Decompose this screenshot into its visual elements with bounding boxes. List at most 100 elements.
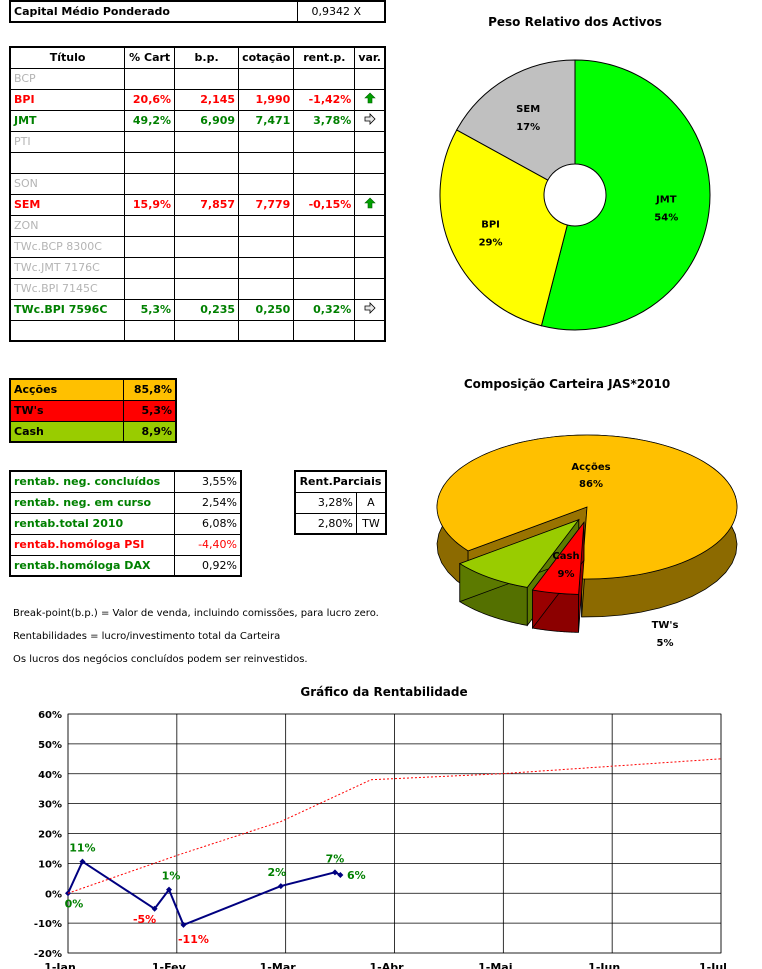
asset-rent bbox=[293, 256, 356, 279]
composition-pie-chart: Composição Carteira JAS*2010 Acções 86% Cas… bbox=[436, 377, 738, 649]
asset-cot: 7,471 bbox=[238, 109, 295, 132]
table-row: SON bbox=[9, 172, 386, 195]
asset-bp bbox=[174, 130, 240, 153]
asset-var bbox=[354, 319, 386, 342]
asset-name: TWc.BCP 8300C bbox=[9, 235, 126, 258]
donut-slice-percent: 17% bbox=[516, 122, 540, 133]
asset-name: SON bbox=[9, 172, 126, 195]
donut-slice-jmt bbox=[540, 59, 711, 331]
asset-bp bbox=[174, 256, 240, 279]
capital-value: 0,9342 X bbox=[296, 0, 386, 23]
y-tick-label: 10% bbox=[38, 859, 62, 870]
returns-label: rentab.homóloga DAX bbox=[9, 554, 175, 577]
table-row: TWc.JMT 7176C bbox=[9, 256, 386, 279]
donut-slice-sem bbox=[456, 59, 576, 181]
y-tick-label: -20% bbox=[34, 949, 62, 960]
partial-value: 2,80% bbox=[294, 512, 357, 535]
up-arrow-icon bbox=[363, 92, 376, 104]
x-tick-label: 1-Jun bbox=[588, 961, 620, 969]
asset-rent bbox=[293, 130, 356, 153]
data-point bbox=[166, 886, 173, 893]
asset-var bbox=[354, 256, 386, 279]
asset-cart bbox=[124, 319, 176, 342]
header-cell: b.p. bbox=[174, 46, 240, 69]
table-row: TWc.BCP 8300C bbox=[9, 235, 386, 258]
table-row: BPI 20,6% 2,145 1,990 -1,42% bbox=[9, 88, 386, 111]
table-row: 3,28% A bbox=[294, 491, 387, 514]
asset-var bbox=[354, 172, 386, 195]
right-arrow-icon bbox=[364, 113, 376, 125]
asset-name: ZON bbox=[9, 214, 126, 237]
asset-var bbox=[354, 193, 386, 216]
up-arrow-icon bbox=[363, 197, 376, 209]
y-tick-label: 0% bbox=[45, 889, 62, 900]
asset-bp bbox=[174, 319, 240, 342]
asset-bp: 0,235 bbox=[174, 298, 240, 321]
asset-cot bbox=[238, 319, 295, 342]
x-tick-label: 1-Mar bbox=[260, 961, 297, 969]
asset-cart bbox=[124, 256, 176, 279]
asset-cot bbox=[238, 235, 295, 258]
asset-bp bbox=[174, 67, 240, 90]
asset-name: TWc.BPI 7145C bbox=[9, 277, 126, 300]
asset-cot: 0,250 bbox=[238, 298, 295, 321]
pie-slice-percent: 5% bbox=[657, 638, 674, 649]
donut-slice-label: JMT bbox=[655, 195, 677, 206]
asset-bp bbox=[174, 235, 240, 258]
assets-header-row: Título % Cart b.p. cotação rent.p. var. bbox=[9, 46, 386, 69]
returns-value: 3,55% bbox=[173, 470, 242, 493]
asset-cart bbox=[124, 67, 176, 90]
asset-bp bbox=[174, 277, 240, 300]
returns-table: rentab. neg. concluídos 3,55% rentab. neg.… bbox=[9, 470, 242, 577]
asset-cart bbox=[124, 130, 176, 153]
table-row: ZON bbox=[9, 214, 386, 237]
asset-rent bbox=[293, 151, 356, 174]
asset-cart: 20,6% bbox=[124, 88, 176, 111]
table-row: rentab.homóloga PSI -4,40% bbox=[9, 533, 242, 556]
x-tick-label: 1-Jan bbox=[44, 961, 76, 969]
asset-bp bbox=[174, 172, 240, 195]
table-row: 2,80% TW bbox=[294, 512, 387, 535]
composition-value: 5,3% bbox=[122, 399, 177, 422]
assets-table: Título % Cart b.p. cotação rent.p. var. … bbox=[9, 46, 386, 342]
returns-label: rentab. neg. em curso bbox=[9, 491, 175, 514]
returns-label: rentab.homóloga PSI bbox=[9, 533, 175, 556]
composition-label: Acções bbox=[9, 378, 124, 401]
asset-cart: 15,9% bbox=[124, 193, 176, 216]
data-label: 2% bbox=[268, 866, 287, 879]
data-point bbox=[151, 905, 158, 912]
donut-slice-bpi bbox=[439, 129, 568, 327]
asset-rent bbox=[293, 214, 356, 237]
partial-tag: A bbox=[355, 491, 387, 514]
table-row: TWc.BPI 7596C 5,3% 0,235 0,250 0,32% bbox=[9, 298, 386, 321]
asset-bp bbox=[174, 214, 240, 237]
composition-label: Cash bbox=[9, 420, 124, 443]
data-point bbox=[277, 883, 284, 890]
table-row: SEM 15,9% 7,857 7,779 -0,15% bbox=[9, 193, 386, 216]
y-tick-label: -10% bbox=[34, 919, 62, 930]
table-row: rentab.total 2010 6,08% bbox=[9, 512, 242, 535]
asset-rent bbox=[293, 277, 356, 300]
partial-returns-table: Rent.Parciais 3,28% A 2,80% TW bbox=[294, 470, 387, 535]
table-row: TWc.BPI 7145C bbox=[9, 277, 386, 300]
table-row: BCP bbox=[9, 67, 386, 90]
return-series-line bbox=[67, 860, 341, 927]
asset-cart bbox=[124, 235, 176, 258]
weight-donut-chart: Peso Relativo dos Activos JMT 54% BPI 29% SEM… bbox=[439, 15, 711, 331]
data-label: -5% bbox=[133, 913, 156, 926]
asset-cart bbox=[124, 172, 176, 195]
data-label: 1% bbox=[162, 870, 181, 883]
asset-rent: 3,78% bbox=[293, 109, 356, 132]
donut-slice-percent: 29% bbox=[479, 238, 503, 249]
note-rentabilidades: Rentabilidades = lucro/investimento tota… bbox=[13, 631, 281, 642]
partial-value: 3,28% bbox=[294, 491, 357, 514]
asset-bp: 2,145 bbox=[174, 88, 240, 111]
data-label: 0% bbox=[65, 897, 84, 910]
asset-var bbox=[354, 214, 386, 237]
note-lucros: Os lucros dos negócios concluídos podem … bbox=[13, 654, 308, 665]
asset-name: BCP bbox=[9, 67, 126, 90]
asset-bp bbox=[174, 151, 240, 174]
header-cell: Título bbox=[9, 46, 126, 69]
table-row: JMT 49,2% 6,909 7,471 3,78% bbox=[9, 109, 386, 132]
pie-slice-label: TW's bbox=[652, 620, 679, 631]
